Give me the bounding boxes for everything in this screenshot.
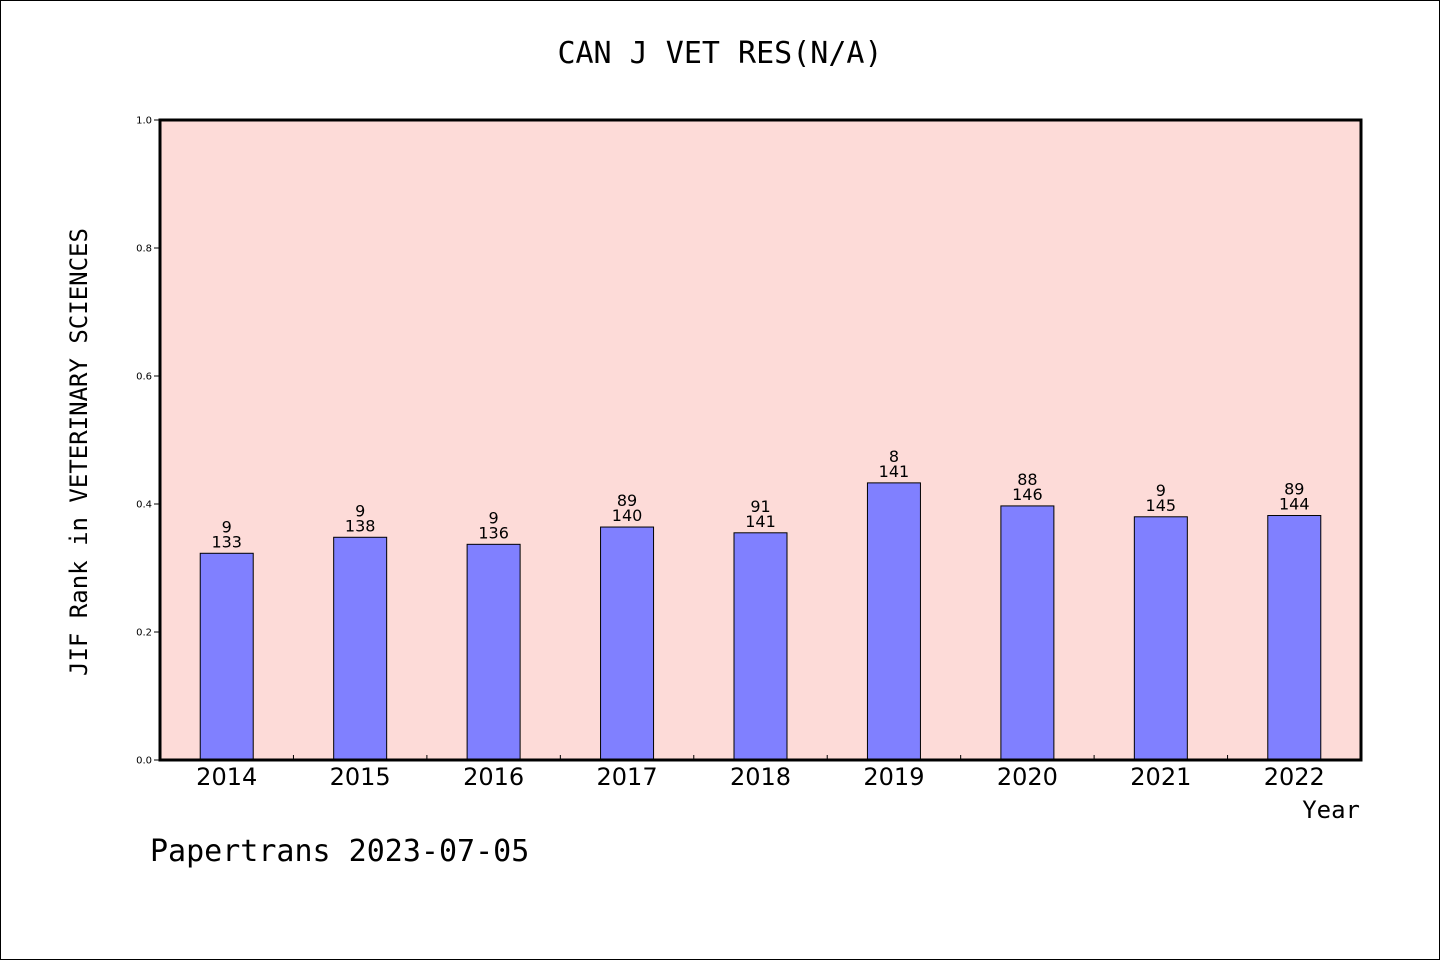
bar-label-top: 89 [1284, 480, 1304, 499]
bar-label-top: 88 [1017, 470, 1037, 489]
x-axis-label: Year [1302, 796, 1360, 824]
bar-label-bottom: 144 [1279, 495, 1310, 514]
bar-label-bottom: 146 [1012, 485, 1043, 504]
bar [1133, 516, 1188, 761]
x-tick-label: 2019 [863, 763, 924, 791]
bar-label-bottom: 141 [879, 462, 910, 481]
bar [199, 552, 254, 761]
bar-label-top: 9 [222, 517, 232, 536]
x-tick-label: 2015 [330, 763, 391, 791]
bar-label-bottom: 141 [745, 512, 776, 531]
bar [333, 536, 388, 761]
bar [466, 543, 521, 761]
bar [1267, 515, 1322, 761]
bar-label-top: 91 [750, 497, 770, 516]
bar-label-top: 89 [617, 491, 637, 510]
bar-label-top: 9 [1156, 481, 1166, 500]
x-tick-label: 2018 [730, 763, 791, 791]
bar-label-top: 8 [889, 447, 899, 466]
y-tick-label: 0.4 [136, 500, 152, 511]
bar [866, 482, 921, 761]
x-tick-label: 2017 [597, 763, 658, 791]
chart-title: CAN J VET RES(N/A) [557, 36, 883, 71]
y-tick-label: 0.0 [136, 756, 152, 767]
x-tick-label: 2020 [997, 763, 1058, 791]
x-tick-label: 2016 [463, 763, 524, 791]
bar [600, 526, 655, 761]
y-tick-label: 0.8 [136, 244, 152, 255]
plot-border [158, 118, 1363, 762]
x-tick-label: 2022 [1264, 763, 1325, 791]
x-tick-label: 2014 [196, 763, 257, 791]
bar-label-top: 9 [355, 501, 365, 520]
bar-label-bottom: 145 [1146, 496, 1177, 515]
bar-label-bottom: 140 [612, 506, 643, 525]
y-tick-label: 0.6 [136, 372, 152, 383]
x-tick-label: 2021 [1130, 763, 1191, 791]
bar-label-bottom: 138 [345, 516, 376, 535]
y-tick-label: 0.2 [136, 628, 152, 639]
y-tick-label: 1.0 [136, 116, 152, 127]
bar [733, 532, 788, 761]
bar-label-bottom: 133 [211, 532, 242, 551]
bar-label-top: 9 [489, 508, 499, 527]
bar-label-bottom: 136 [478, 523, 509, 542]
bar [1000, 505, 1055, 761]
footer-text: Papertrans 2023-07-05 [150, 834, 530, 869]
